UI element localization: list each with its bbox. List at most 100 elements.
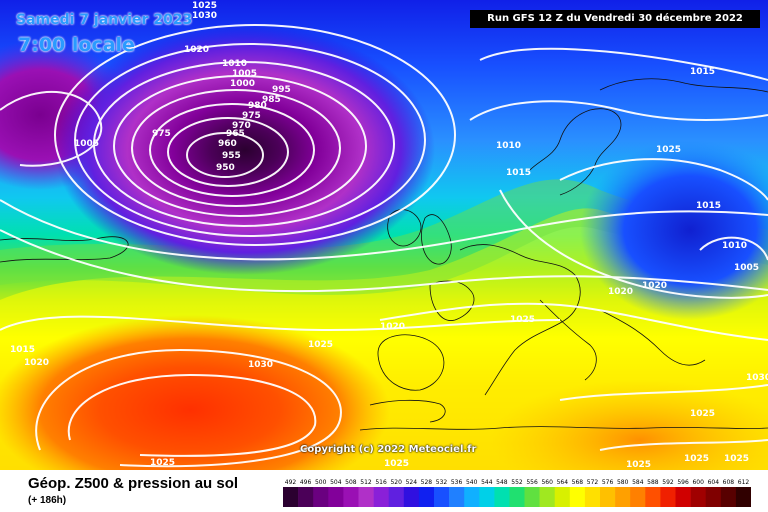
isobar-label: 1015 [506,168,531,178]
legend-tick-label: 492 [285,479,297,486]
isobar-label: 1005 [232,69,257,79]
legend-color-swatch [494,487,510,507]
isobar-label: 975 [242,111,261,121]
legend-tick-label: 512 [360,479,372,486]
east-trough [580,140,768,320]
isobar-label: 1025 [684,454,709,464]
legend-tick-label: 564 [557,479,569,486]
isobar-label: 1015 [10,345,35,355]
forecast-time: 7:00 locale [18,34,135,56]
legend-color-swatch [675,487,691,507]
isobar-label: 1020 [184,45,209,55]
isobar-label: 1010 [496,141,521,151]
isobar-label: 1025 [510,315,535,325]
legend-color-swatch [328,487,344,507]
low-pressure-core [55,25,435,275]
isobar-label: 965 [226,129,245,139]
legend-color-swatch [660,487,676,507]
z500-color-legend: 492 496 500 504 508 512 516 520 524 528 532 536 540 5… [283,479,751,507]
legend-color-swatch [645,487,661,507]
legend-tick-label: 528 [421,479,433,486]
legend-tick-label: 576 [602,479,614,486]
coastlines [0,78,768,431]
isobar-label: 1015 [696,201,721,211]
lead-time: (+ 186h) [28,495,67,506]
isobar-label: 1020 [24,358,49,368]
legend-color-swatch [539,487,555,507]
isobar-label: 1000 [230,79,255,89]
isobar-label: 995 [272,85,291,95]
legend-color-swatch [358,487,374,507]
product-title: Géop. Z500 & pression au sol [28,475,239,492]
legend-color-swatch [735,487,751,507]
legend-color-swatch [343,487,359,507]
legend-tick-label: 568 [572,479,584,486]
forecast-date: Samedi 7 janvier 2023 [16,12,193,28]
legend-color-swatch [554,487,571,507]
isobar-label: 1020 [608,287,633,297]
legend-color-swatch [509,487,525,507]
legend-color-swatch [283,487,299,507]
isobar-label: 1010 [222,59,247,69]
legend-tick-label: 572 [587,479,599,486]
isobar-label: 1030 [192,11,217,21]
isobar-label: 1010 [722,241,747,251]
isobar-label: 950 [216,163,235,173]
legend-color-swatch [479,487,495,507]
legend-tick-label: 604 [708,479,720,486]
legend-tick-label: 516 [375,479,387,486]
high-pressure-area [0,315,390,470]
legend-tick-label: 504 [330,479,342,486]
map-footer: Géop. Z500 & pression au sol (+ 186h) 49… [0,470,768,512]
legend-tick-label: 612 [738,479,750,486]
isobars [0,24,768,468]
isobar-label: 1015 [690,67,715,77]
isobar-label: 1030 [248,360,273,370]
legend-color-swatch [449,487,465,507]
legend-color-swatch [720,487,737,507]
legend-color-swatch [690,487,706,507]
isobar-label: 960 [218,139,237,149]
legend-tick-label: 520 [390,479,402,486]
legend-tick-label: 552 [511,479,523,486]
isobar-label: 975 [152,129,171,139]
geopotential-pressure-map: 1025103010201010100510009959859809759709… [0,0,768,470]
legend-tick-label: 508 [345,479,357,486]
copyright-notice: Copyright (c) 2022 Meteociel.fr [300,444,477,455]
isobar-label: 985 [262,95,281,105]
legend-tick-label: 556 [526,479,538,486]
legend-color-swatch [373,487,389,507]
isobar-label: 1025 [308,340,333,350]
isobar-label: 1025 [384,459,409,469]
legend-color-swatch [705,487,722,507]
isobar-label: 1020 [642,281,667,291]
isobar-label: 1005 [74,139,99,149]
legend-tick-label: 496 [300,479,312,486]
legend-tick-label: 532 [436,479,448,486]
isobar-label: 1025 [192,1,217,11]
legend-tick-label: 588 [647,479,659,486]
legend-color-swatch [388,487,405,507]
isobar-label: 1025 [724,454,749,464]
legend-color-swatch [600,487,616,507]
legend-color-swatch [464,487,480,507]
legend-color-swatch [434,487,450,507]
isobar-label: 1025 [690,409,715,419]
isobar-label: 1025 [656,145,681,155]
isobar-label: 980 [248,101,267,111]
legend-tick-label: 596 [677,479,689,486]
legend-tick-label: 584 [632,479,644,486]
legend-tick-label: 580 [617,479,629,486]
model-run-info: Run GFS 12 Z du Vendredi 30 décembre 202… [470,10,760,28]
legend-tick-label: 608 [723,479,735,486]
legend-color-swatch [615,487,631,507]
legend-color-swatch [403,487,420,507]
isobar-label: 970 [232,121,251,131]
mediterranean-high [490,380,768,470]
legend-color-swatch [569,487,586,507]
isobar-label: 1025 [626,460,651,470]
legend-color-swatch [313,487,329,507]
isobar-label: 1005 [734,263,759,273]
legend-tick-label: 540 [466,479,478,486]
